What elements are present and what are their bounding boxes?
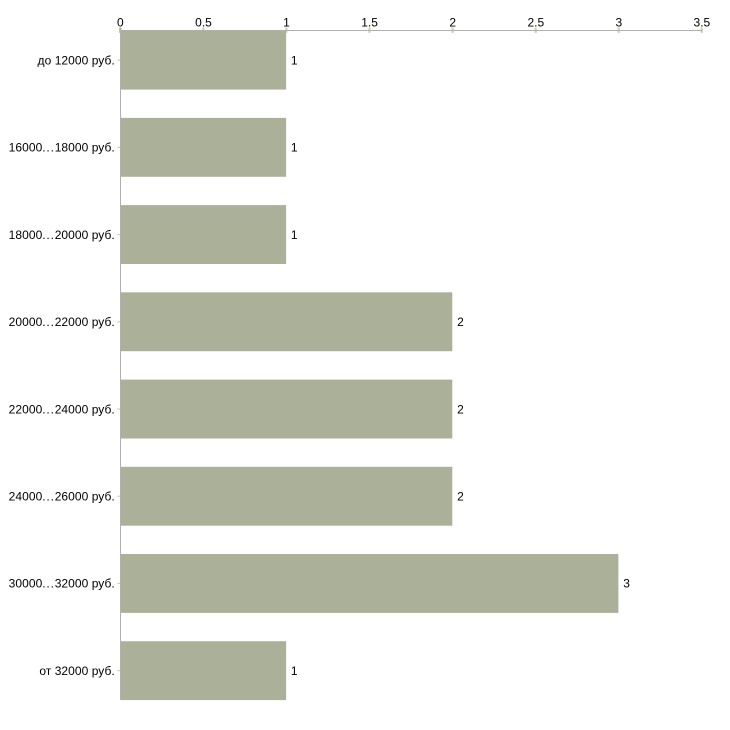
svg-text:1: 1: [291, 228, 298, 242]
svg-text:2: 2: [449, 15, 456, 29]
svg-text:2: 2: [457, 490, 464, 504]
svg-text:1.5: 1.5: [361, 15, 378, 29]
svg-text:2.5: 2.5: [527, 15, 544, 29]
svg-text:18000...20000 руб.: 18000...20000 руб.: [9, 228, 115, 242]
svg-text:22000...24000 руб.: 22000...24000 руб.: [9, 402, 115, 416]
svg-text:3: 3: [623, 577, 630, 591]
svg-text:24000...26000 руб.: 24000...26000 руб.: [9, 490, 115, 504]
svg-text:1: 1: [283, 15, 290, 29]
svg-text:2: 2: [457, 315, 464, 329]
svg-text:16000...18000 руб.: 16000...18000 руб.: [9, 141, 115, 155]
svg-text:1: 1: [291, 54, 298, 68]
svg-text:30000...32000 руб.: 30000...32000 руб.: [9, 577, 115, 591]
svg-text:3.5: 3.5: [694, 15, 711, 29]
svg-text:1: 1: [291, 141, 298, 155]
svg-text:3: 3: [615, 15, 622, 29]
svg-text:от 32000 руб.: от 32000 руб.: [39, 664, 114, 678]
svg-text:0.5: 0.5: [195, 15, 212, 29]
svg-text:1: 1: [291, 664, 298, 678]
svg-text:20000...22000 руб.: 20000...22000 руб.: [9, 315, 115, 329]
svg-text:до 12000 руб.: до 12000 руб.: [38, 54, 115, 68]
svg-text:2: 2: [457, 402, 464, 416]
svg-text:0: 0: [117, 15, 124, 29]
